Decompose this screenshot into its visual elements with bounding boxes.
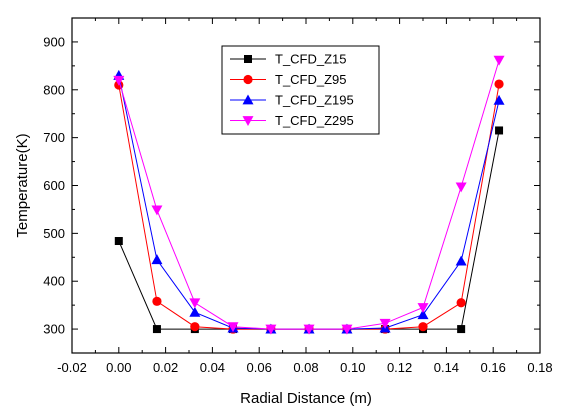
y-tick-label: 800 [43,82,65,97]
data-point-triangle-down [303,324,315,335]
data-point-triangle-down [379,318,391,329]
x-tick-label: 0.12 [387,360,412,375]
legend-item: T_CFD_Z195 [230,93,354,108]
data-point-square [152,325,161,334]
data-point-triangle-down [493,55,505,66]
data-point-triangle-down [417,303,429,314]
legend: T_CFD_Z15 T_CFD_Z95 T_CFD_Z195 T_CFD_Z295 [221,45,380,135]
series-t-cfd-z15 [114,126,504,334]
legend-label: T_CFD_Z15 [275,52,347,67]
data-point-triangle-up [417,309,429,320]
data-point-triangle-up [242,94,254,105]
legend-label: T_CFD_Z195 [275,93,354,108]
y-tick-label: 500 [43,226,65,241]
x-tick-label: 0.18 [527,360,552,375]
x-tick-label: 0.04 [200,360,225,375]
legend-item: T_CFD_Z95 [230,72,347,87]
data-point-square [495,126,504,135]
data-point-square [244,55,252,63]
x-tick-label: -0.02 [57,360,87,375]
x-axis-title: Radial Distance (m) [240,390,372,407]
legend-item: T_CFD_Z15 [230,52,347,67]
y-tick-label: 900 [43,34,65,49]
data-point-triangle-down [455,182,467,193]
data-point-triangle-up [455,255,467,266]
y-tick-label: 700 [43,130,65,145]
data-point-triangle-down [242,116,254,126]
data-point-triangle-down [265,324,277,335]
x-tick-label: 0.14 [434,360,459,375]
data-point-circle [190,322,200,332]
data-point-circle [152,296,162,306]
y-tick-label: 600 [43,178,65,193]
x-tick-label: 0.10 [340,360,365,375]
y-tick-label: 400 [43,274,65,289]
x-tick-label: 0.08 [293,360,318,375]
data-point-circle [456,298,466,308]
data-point-circle [494,79,504,89]
plot-series [113,55,505,335]
data-point-triangle-down [189,298,201,309]
axes: -0.02 0.00 0.02 0.04 0.06 0.08 0.10 0.12 0.14 0.1… [43,17,553,375]
x-tick-label: 0.02 [153,360,178,375]
data-point-triangle-down [341,324,353,335]
series-t-cfd-z295 [113,55,505,335]
x-tick-label: 0.00 [106,360,131,375]
data-point-circle [418,322,428,332]
data-point-triangle-up [189,306,201,317]
legend-item: T_CFD_Z295 [230,113,354,128]
data-point-triangle-up [493,94,505,105]
x-tick-label: 0.06 [247,360,272,375]
y-tick-label: 300 [43,322,65,337]
x-tick-label: 0.16 [481,360,506,375]
data-point-square [114,237,123,246]
data-point-square [457,325,466,334]
data-point-triangle-down [151,205,163,216]
data-point-triangle-up [151,254,163,265]
y-axis-title: Temperature(K) [14,133,31,237]
legend-label: T_CFD_Z95 [275,72,347,87]
series-line [118,130,500,330]
data-point-triangle-down [227,322,239,333]
data-point-triangle-down [113,75,125,86]
data-point-circle [243,74,253,85]
legend-label: T_CFD_Z295 [275,113,354,128]
